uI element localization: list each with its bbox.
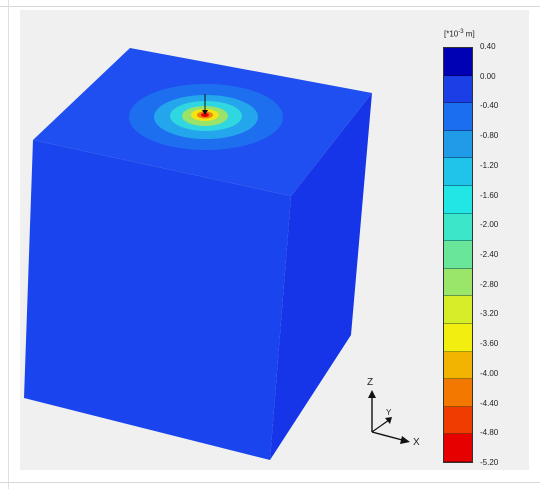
legend-tick-label: 0.00 [480,71,496,81]
legend-tick-label: -3.60 [480,339,499,349]
legend-title-unit: m] [463,29,475,39]
legend-title: [*10-3 m] [444,29,504,39]
axis-triad [368,390,410,444]
y-axis-arrowhead [385,417,392,424]
legend-color-cell [444,130,472,159]
top-ruler [0,0,540,7]
legend-color-cell [444,324,472,352]
y-axis-label: Y [386,408,392,417]
legend-color-cell [444,186,472,214]
legend-tick-label: -4.80 [480,428,499,438]
legend-tick-label: -0.40 [480,101,499,111]
left-ruler [0,0,9,489]
legend-color-cell [444,103,472,131]
y-axis-line [371,419,390,433]
color-legend-bar [443,47,473,463]
box-side-face [270,93,372,460]
x-axis-label: X [413,437,420,448]
legend-color-cell [444,434,472,462]
legend-color-cell [444,351,472,380]
legend-tick-label: 0.40 [480,42,496,51]
legend-tick-label: -4.40 [480,398,499,408]
x-axis-arrowhead [400,436,410,444]
legend-color-cell [444,379,472,407]
legend-color-cell [444,296,472,324]
z-axis-label: Z [367,377,374,388]
legend-tick-label: -4.00 [480,368,499,378]
legend-color-cell [444,241,472,269]
displacement-contours [129,84,283,150]
legend-title-prefix: [*10 [444,29,459,39]
legend-tick-label: -2.40 [480,250,499,259]
z-axis-arrowhead [368,390,376,398]
legend-tick-label: -0.80 [480,131,499,141]
box-front-face [24,140,291,460]
legend-color-cell [444,406,472,435]
legend-color-cell [444,48,472,76]
legend-color-cell [444,158,472,186]
legend-color-cell [444,75,472,104]
legend-tick-label: -1.60 [480,190,499,200]
legend-tick-label: -2.00 [480,220,499,230]
legend-tick-label: -2.80 [480,279,499,289]
bottom-ruler [0,482,540,490]
legend-color-cell [444,213,472,242]
point-load-arrowhead [202,110,208,115]
x-axis-line [371,431,407,442]
legend-tick-label: -3.20 [480,309,499,319]
legend-title-exponent: -3 [458,29,464,35]
legend-color-cell [444,268,472,297]
legend-tick-label: -1.20 [480,160,499,170]
legend-tick-label: -5.20 [480,458,499,467]
